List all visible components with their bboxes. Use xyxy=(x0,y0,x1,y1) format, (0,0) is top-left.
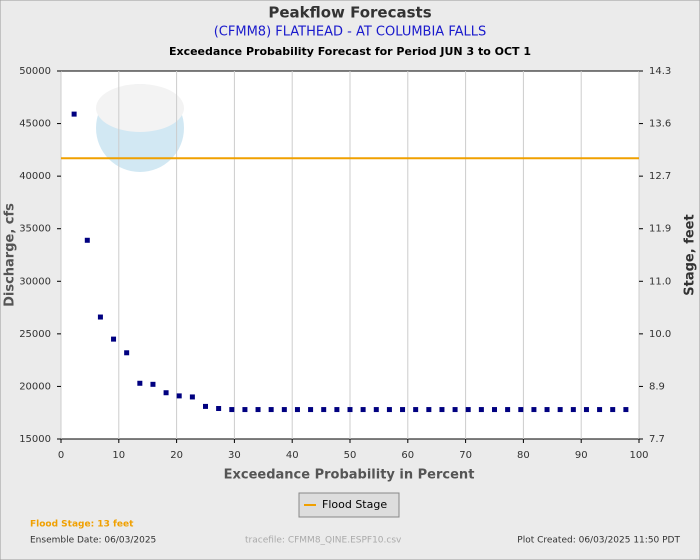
x-tick-label: 40 xyxy=(286,450,299,461)
x-axis-label: Exceedance Probability in Percent xyxy=(224,468,475,483)
point xyxy=(492,407,497,413)
legend: Flood Stage xyxy=(298,492,400,518)
y-tick-label: 15000 xyxy=(19,434,51,445)
point xyxy=(557,407,563,413)
ensemble-date: Ensemble Date: 06/03/2025 xyxy=(30,536,156,546)
y2-tick-label: 14.3 xyxy=(649,66,671,77)
logo xyxy=(96,84,184,172)
point xyxy=(84,237,90,243)
point xyxy=(623,407,629,413)
tracefile: tracefile: CFMM8_QINE.ESPF10.csv xyxy=(245,536,402,546)
point xyxy=(426,407,432,413)
point xyxy=(439,407,445,413)
y2-tick-label: 11.0 xyxy=(649,276,671,287)
point xyxy=(281,407,287,413)
x-tick-label: 70 xyxy=(459,450,472,461)
point xyxy=(189,394,195,400)
point xyxy=(229,407,235,413)
point xyxy=(413,407,419,413)
subtitle-2: Exceedance Probability Forecast for Peri… xyxy=(169,45,531,58)
point xyxy=(163,390,169,396)
point xyxy=(505,407,511,413)
x-tick-label: 0 xyxy=(58,450,64,461)
subtitle: (CFMM8) FLATHEAD - AT COLUMBIA FALLS xyxy=(214,25,487,40)
point xyxy=(334,407,340,413)
point xyxy=(478,407,484,413)
point xyxy=(137,380,143,386)
point xyxy=(321,407,327,413)
point xyxy=(518,407,524,413)
point xyxy=(71,111,77,117)
point xyxy=(176,393,182,399)
point xyxy=(216,406,222,412)
point xyxy=(373,407,379,413)
y2-tick-label: 12.7 xyxy=(649,171,671,182)
x-tick-label: 100 xyxy=(629,450,648,461)
y-tick-label: 25000 xyxy=(19,329,51,340)
y2-tick-label: 8.9 xyxy=(649,381,665,392)
chart-title: Peakflow Forecasts xyxy=(268,4,431,22)
y2-tick-label: 10.0 xyxy=(649,329,671,340)
point xyxy=(150,381,156,387)
y2-tick-label: 7.7 xyxy=(649,434,665,445)
point xyxy=(308,407,314,413)
y2-tick-label: 13.6 xyxy=(649,119,671,130)
legend-label: Flood Stage xyxy=(322,498,387,511)
point xyxy=(242,407,248,413)
y2-tick-label: 11.9 xyxy=(649,224,671,235)
x-tick-label: 30 xyxy=(228,450,241,461)
point xyxy=(386,407,392,413)
point xyxy=(360,407,366,413)
y-tick-label: 50000 xyxy=(19,66,51,77)
x-tick-label: 10 xyxy=(112,450,125,461)
point xyxy=(583,407,589,413)
x-tick-label: 90 xyxy=(575,450,588,461)
x-tick-label: 20 xyxy=(170,450,183,461)
point xyxy=(111,336,117,342)
point xyxy=(465,407,471,413)
y-axis-label: Discharge, cfs xyxy=(3,203,18,307)
x-tick-label: 60 xyxy=(401,450,414,461)
point xyxy=(347,407,353,413)
point xyxy=(570,407,576,413)
point xyxy=(203,403,208,409)
point xyxy=(255,407,261,413)
x-tick-label: 50 xyxy=(344,450,357,461)
point xyxy=(531,407,537,413)
plot-created: Plot Created: 06/03/2025 11:50 PDT xyxy=(517,536,680,546)
y2-axis-label: Stage, feet xyxy=(683,214,698,295)
flood-stage-note: Flood Stage: 13 feet xyxy=(30,520,134,530)
point xyxy=(97,314,103,320)
y-tick-label: 20000 xyxy=(19,381,51,392)
point xyxy=(597,407,603,413)
y-tick-label: 45000 xyxy=(19,119,51,130)
point xyxy=(544,407,550,413)
point xyxy=(452,407,458,413)
y-tick-label: 30000 xyxy=(19,276,51,287)
point xyxy=(294,407,300,413)
y-tick-label: 35000 xyxy=(19,224,51,235)
x-tick-label: 80 xyxy=(517,450,530,461)
y-tick-label: 40000 xyxy=(19,171,51,182)
point xyxy=(400,407,406,413)
point xyxy=(268,407,274,413)
point xyxy=(124,350,130,356)
point xyxy=(610,407,616,413)
